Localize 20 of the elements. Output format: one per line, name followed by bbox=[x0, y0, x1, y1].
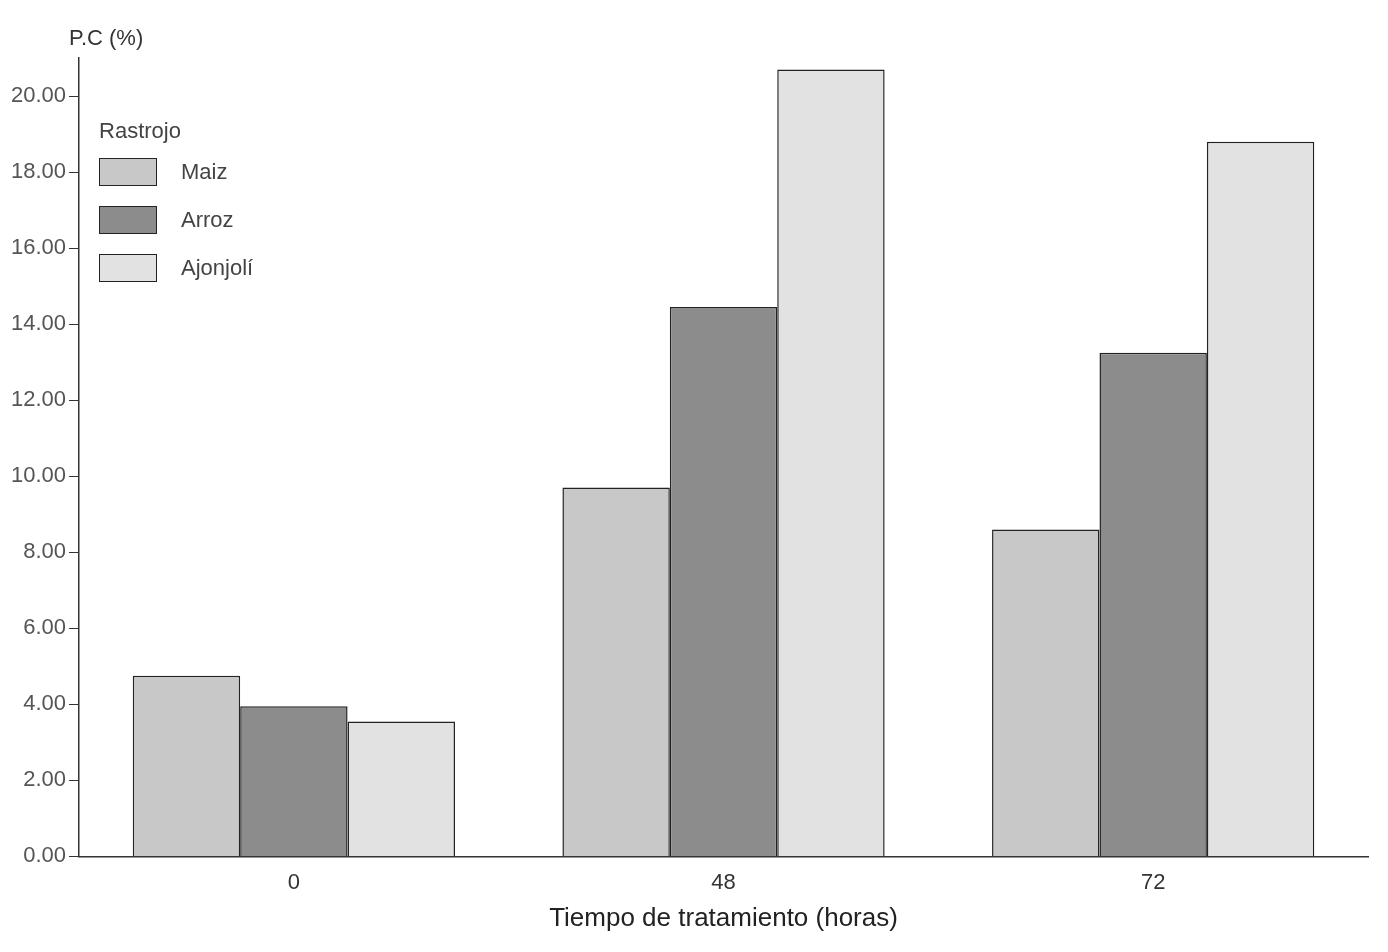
y-tick-label: 16.00 bbox=[10, 234, 67, 260]
y-tick-label: 14.00 bbox=[10, 310, 67, 336]
y-tick-label: 10.00 bbox=[10, 462, 67, 488]
y-tick-label: 20.00 bbox=[10, 82, 67, 108]
x-tick-label: 72 bbox=[1140, 868, 1166, 894]
legend-title: Rastrojo bbox=[99, 118, 182, 144]
y-tick-label: 6.00 bbox=[23, 614, 67, 640]
legend-label: Maiz bbox=[181, 159, 228, 185]
y-axis-title: P.C (%) bbox=[69, 25, 144, 51]
x-axis-title: Tiempo de tratamiento (horas) bbox=[549, 901, 898, 932]
y-tick-label: 12.00 bbox=[10, 386, 67, 412]
y-tick-label: 2.00 bbox=[23, 766, 67, 792]
x-tick-label: 0 bbox=[287, 868, 300, 894]
x-tick-label: 48 bbox=[711, 868, 736, 894]
y-tick-label: 4.00 bbox=[23, 690, 67, 716]
legend-label: Ajonjolí bbox=[181, 255, 254, 281]
y-tick-label: 8.00 bbox=[23, 538, 67, 564]
legend-label: Arroz bbox=[181, 207, 234, 233]
y-tick-label: 0.00 bbox=[23, 842, 67, 868]
y-tick-label: 18.00 bbox=[10, 158, 67, 184]
